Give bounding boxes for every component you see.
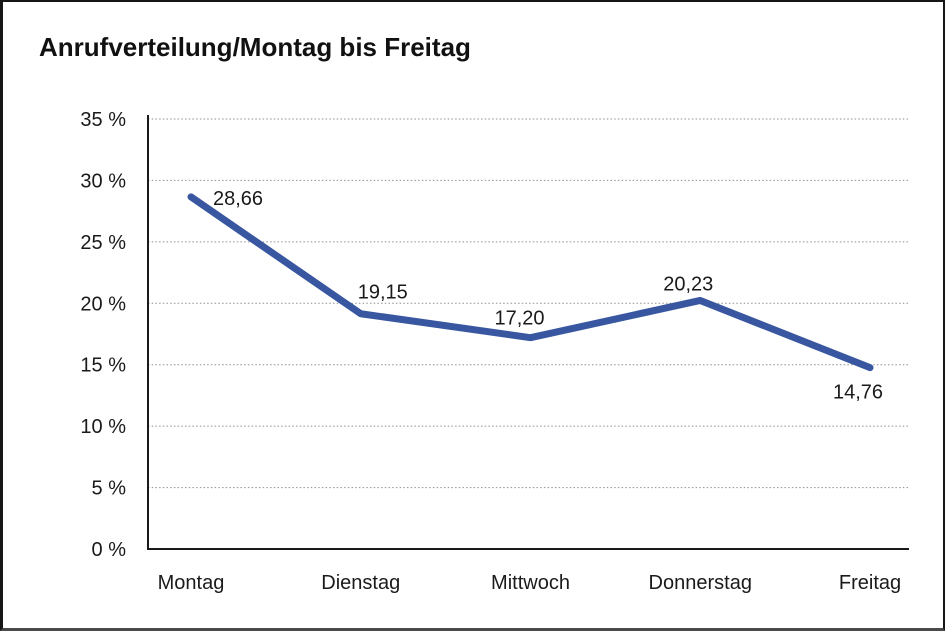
y-tick-label: 25 % (80, 232, 126, 254)
y-tick-label: 10 % (80, 416, 126, 438)
line-chart: 0 % 5 % 10 % 15 % 20 % 25 % 30 % 35 % Montag Dien… (80, 109, 909, 594)
data-line (187, 193, 874, 372)
data-point-label: 19,15 (358, 282, 408, 304)
y-tick-label: 30 % (80, 170, 126, 192)
x-tick-label: Dienstag (321, 572, 400, 594)
x-tick-label: Montag (158, 572, 225, 594)
y-tick-label: 15 % (80, 355, 126, 377)
data-point-label: 17,20 (494, 308, 544, 330)
data-point-label: 14,76 (833, 382, 883, 404)
x-tick-label: Freitag (839, 572, 901, 594)
data-point-label: 20,23 (663, 273, 713, 295)
x-tick-label: Donnerstag (649, 572, 752, 594)
y-tick-label: 35 % (80, 109, 126, 131)
data-point-label: 28,66 (213, 188, 263, 210)
y-tick-label: 5 % (92, 478, 127, 500)
y-tick-label: 0 % (92, 539, 127, 561)
chart-title: Anrufverteilung/Montag bis Freitag (39, 32, 471, 62)
y-tick-label: 20 % (80, 293, 126, 315)
x-tick-label: Mittwoch (491, 572, 570, 594)
